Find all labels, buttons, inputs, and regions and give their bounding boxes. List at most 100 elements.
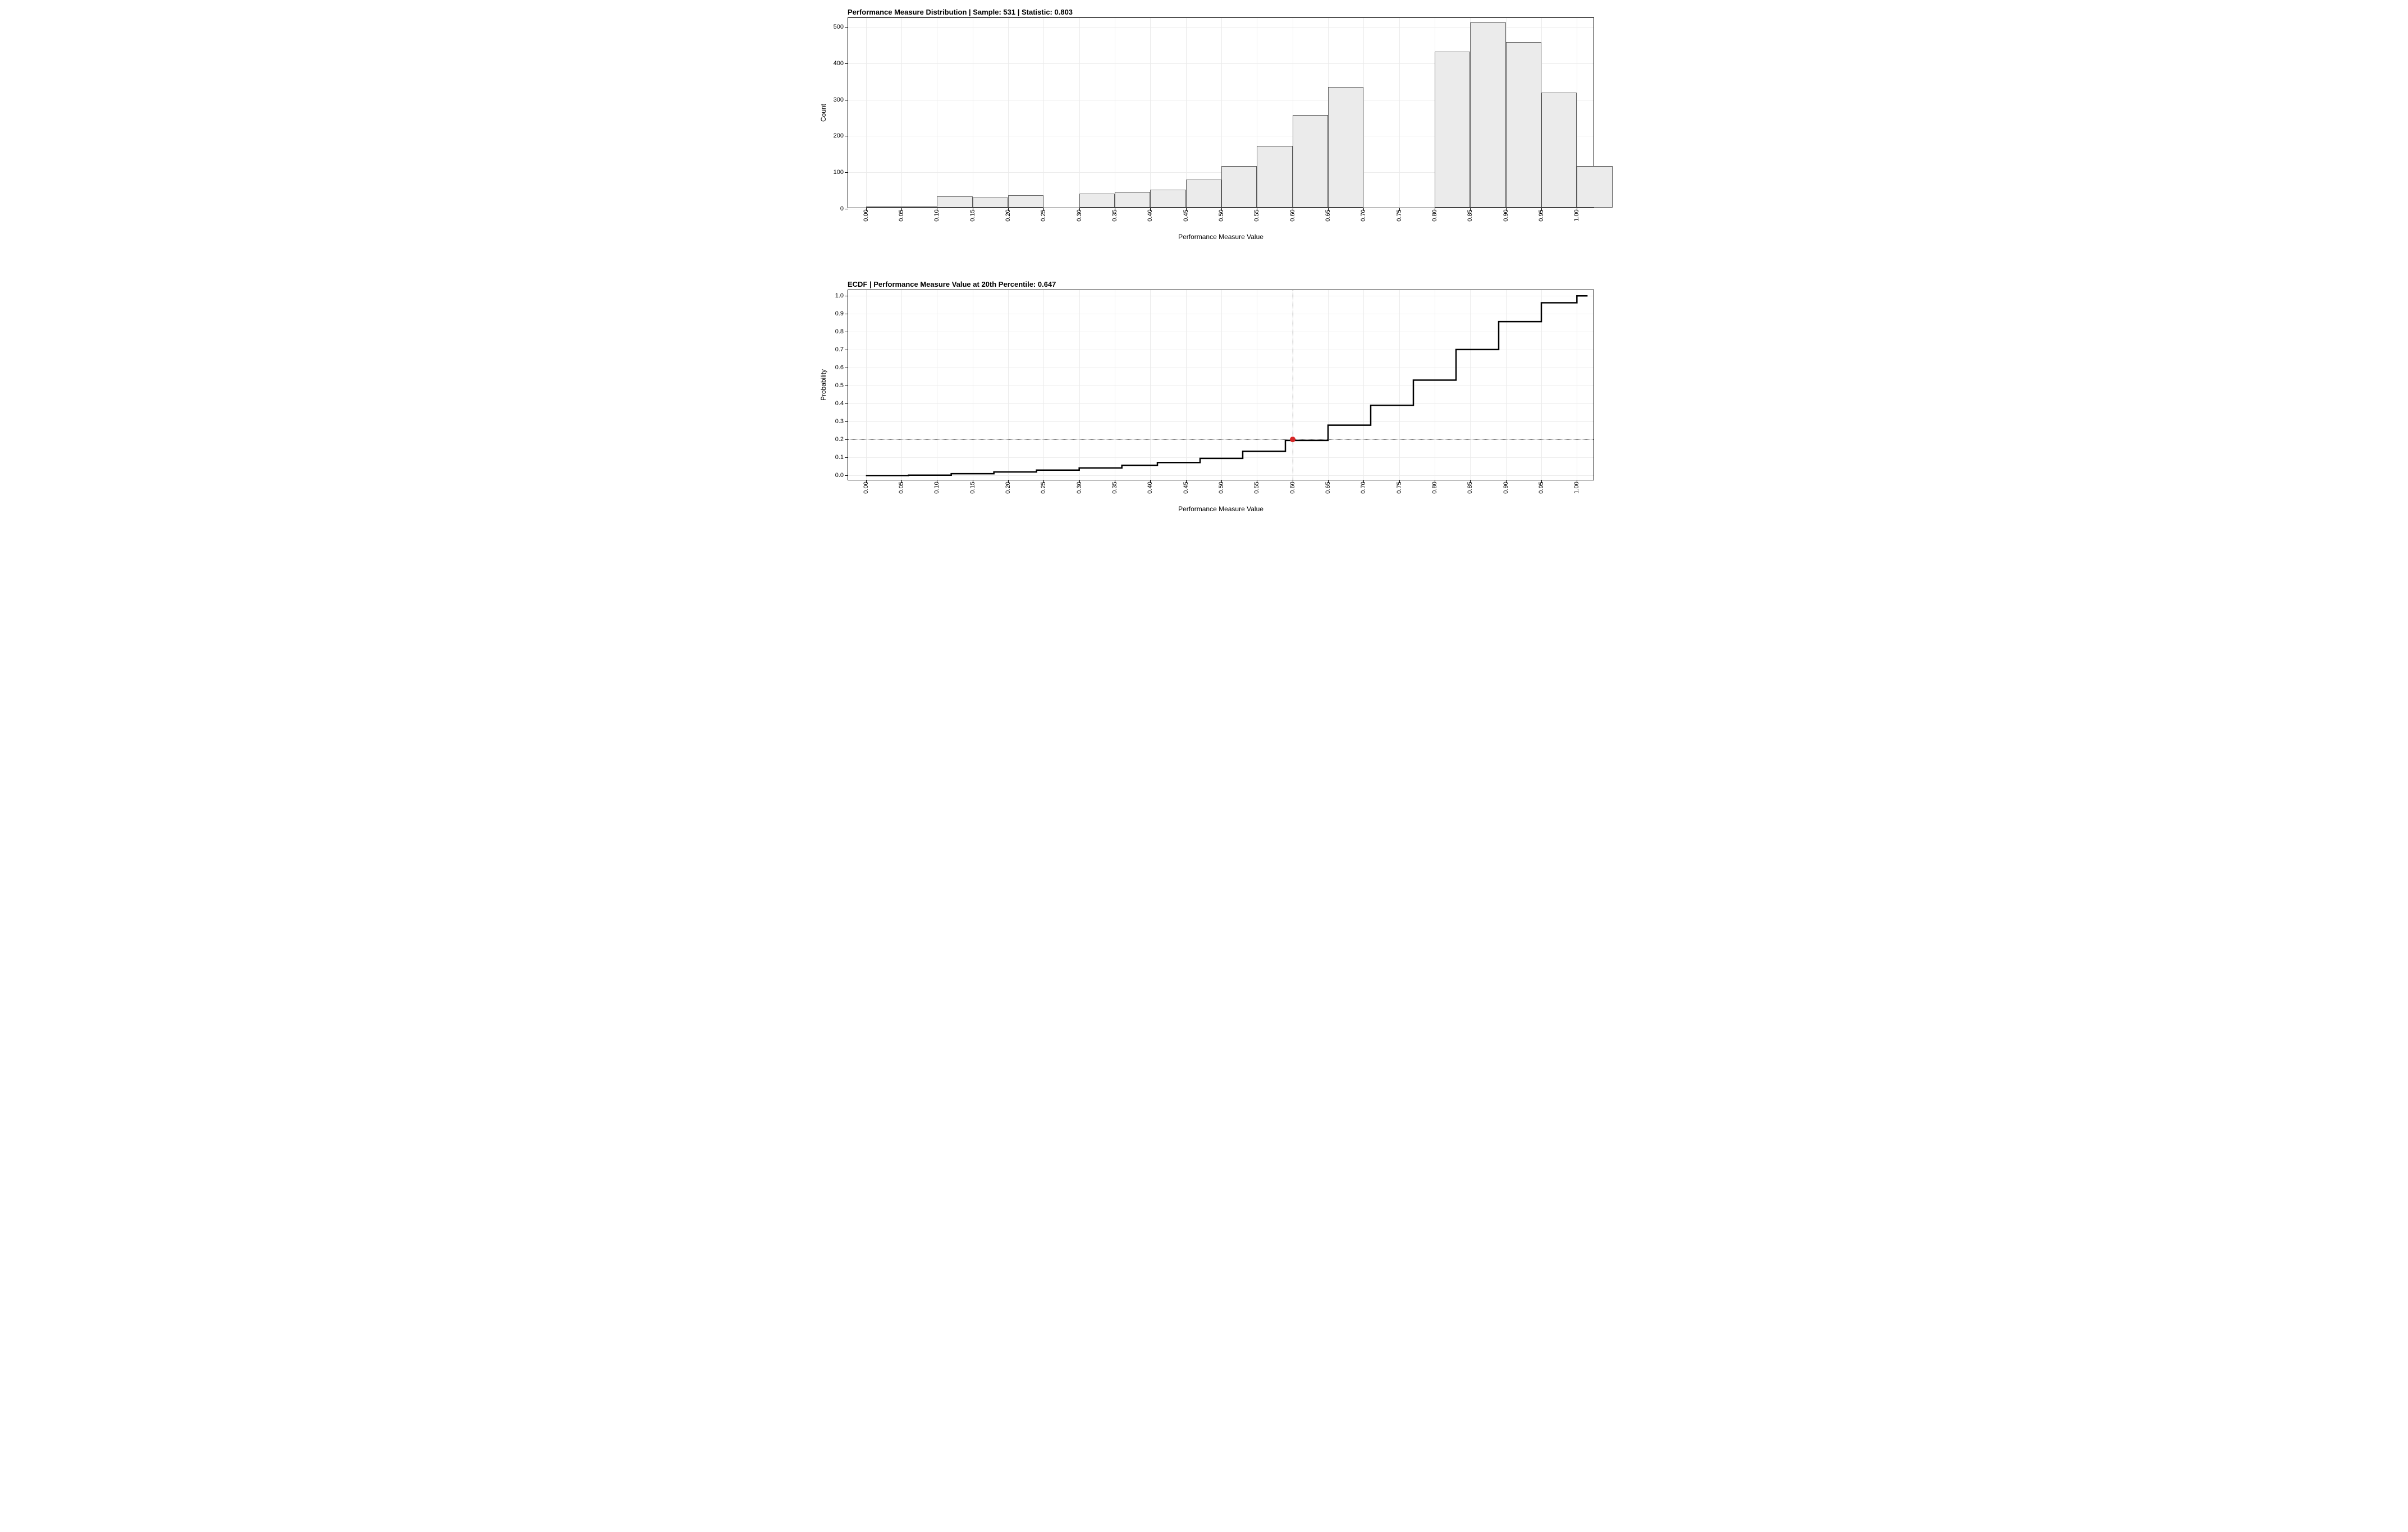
histogram-bar	[937, 196, 972, 208]
histogram-bar	[1008, 195, 1043, 208]
histogram-bar	[1257, 146, 1292, 208]
histogram-bar	[1506, 42, 1541, 208]
y-tick-label: 0.9	[835, 310, 844, 317]
histogram-bar	[901, 207, 937, 208]
histogram-bar	[1186, 180, 1221, 208]
y-tick-label: 0	[840, 205, 844, 212]
x-tick-label: 0.80	[1431, 209, 1438, 221]
x-tick-label: 0.10	[933, 481, 940, 493]
y-tick-label: 0.6	[835, 364, 844, 371]
ecdf-xlabel: Performance Measure Value	[848, 505, 1594, 513]
histogram-bar	[1221, 166, 1257, 208]
page: Performance Measure Distribution | Sampl…	[803, 0, 1605, 524]
y-tick-label: 0.4	[835, 400, 844, 407]
x-tick-label: 0.10	[933, 209, 940, 221]
ecdf-panel: Probability 0.00.10.20.30.40.50.60.70.80…	[848, 290, 1594, 480]
x-tick-label: 0.30	[1076, 209, 1083, 221]
y-tick-label: 500	[834, 24, 844, 30]
ecdf-block: ECDF | Performance Measure Value at 20th…	[814, 280, 1594, 513]
x-tick-label: 0.75	[1396, 481, 1403, 493]
x-tick-label: 0.65	[1325, 209, 1331, 221]
grid-line	[1363, 18, 1364, 208]
histogram-bar	[1435, 52, 1470, 208]
x-tick-label: 0.90	[1503, 209, 1509, 221]
x-tick-label: 0.95	[1538, 209, 1545, 221]
x-tick-label: 0.80	[1431, 481, 1438, 493]
x-tick-label: 1.00	[1573, 481, 1580, 493]
y-tick-label: 300	[834, 97, 844, 103]
x-tick-label: 0.60	[1289, 481, 1296, 493]
x-tick-label: 0.35	[1111, 209, 1118, 221]
x-tick-label: 1.00	[1573, 209, 1580, 221]
x-tick-label: 0.50	[1218, 481, 1225, 493]
y-tick-label: 400	[834, 60, 844, 67]
x-tick-label: 0.20	[1005, 209, 1011, 221]
histogram-block: Performance Measure Distribution | Sampl…	[814, 8, 1594, 241]
y-tick	[845, 172, 848, 173]
histogram-bar	[1470, 22, 1505, 208]
histogram-bar	[866, 207, 901, 208]
grid-line	[866, 18, 867, 208]
histogram-bar	[1079, 194, 1115, 208]
histogram-bar	[1541, 93, 1577, 208]
histogram-title: Performance Measure Distribution | Sampl…	[848, 8, 1594, 16]
y-tick-label: 0.1	[835, 454, 844, 461]
ecdf-title: ECDF | Performance Measure Value at 20th…	[848, 280, 1594, 288]
grid-line	[1079, 18, 1080, 208]
grid-line	[1008, 18, 1009, 208]
histogram-bar	[973, 198, 1008, 208]
x-tick-label: 0.70	[1360, 481, 1367, 493]
y-tick-label: 100	[834, 169, 844, 176]
percentile-marker	[1290, 437, 1295, 442]
ecdf-line	[848, 290, 1595, 481]
x-tick-label: 0.00	[863, 481, 869, 493]
x-tick-label: 0.45	[1183, 481, 1189, 493]
x-tick-label: 0.15	[969, 481, 976, 493]
y-tick-label: 0.3	[835, 418, 844, 425]
grid-line	[1150, 18, 1151, 208]
x-tick-label: 0.85	[1467, 209, 1473, 221]
x-tick-label: 0.50	[1218, 209, 1225, 221]
grid-line	[1399, 18, 1400, 208]
histogram-xlabel: Performance Measure Value	[848, 233, 1594, 241]
x-tick-label: 0.40	[1147, 481, 1153, 493]
x-tick-label: 0.25	[1040, 209, 1047, 221]
x-tick-label: 0.40	[1147, 209, 1153, 221]
grid-line	[901, 18, 902, 208]
x-tick-label: 0.95	[1538, 481, 1545, 493]
x-tick-label: 0.00	[863, 209, 869, 221]
x-tick-label: 0.75	[1396, 209, 1403, 221]
x-tick-label: 0.20	[1005, 481, 1011, 493]
grid-line	[1043, 18, 1044, 208]
x-tick-label: 0.30	[1076, 481, 1083, 493]
x-tick-label: 0.65	[1325, 481, 1331, 493]
y-tick-label: 0.2	[835, 436, 844, 443]
histogram-ylabel: Count	[820, 104, 827, 122]
histogram-bar	[1150, 190, 1185, 208]
x-tick-label: 0.55	[1253, 481, 1260, 493]
y-tick-label: 0.8	[835, 328, 844, 335]
y-tick-label: 0.7	[835, 346, 844, 353]
x-tick-label: 0.55	[1253, 209, 1260, 221]
histogram-bar	[1328, 87, 1363, 208]
x-tick-label: 0.70	[1360, 209, 1367, 221]
x-tick-label: 0.90	[1503, 481, 1509, 493]
x-tick-label: 0.25	[1040, 481, 1047, 493]
y-tick-label: 1.0	[835, 292, 844, 299]
histogram-bar	[1577, 166, 1612, 208]
y-tick-label: 0.5	[835, 382, 844, 389]
x-tick-label: 0.85	[1467, 481, 1473, 493]
y-tick-label: 200	[834, 132, 844, 139]
ecdf-ylabel: Probability	[820, 369, 827, 401]
histogram-bar	[1115, 192, 1150, 208]
x-tick-label: 0.05	[898, 209, 905, 221]
histogram-panel: Count 01002003004005000.000.050.100.150.…	[848, 17, 1594, 208]
x-tick-label: 0.45	[1183, 209, 1189, 221]
y-tick-label: 0.0	[835, 472, 844, 479]
histogram-bar	[1293, 115, 1328, 208]
y-tick	[845, 63, 848, 64]
x-tick-label: 0.05	[898, 481, 905, 493]
x-tick-label: 0.60	[1289, 209, 1296, 221]
x-tick-label: 0.35	[1111, 481, 1118, 493]
x-tick-label: 0.15	[969, 209, 976, 221]
